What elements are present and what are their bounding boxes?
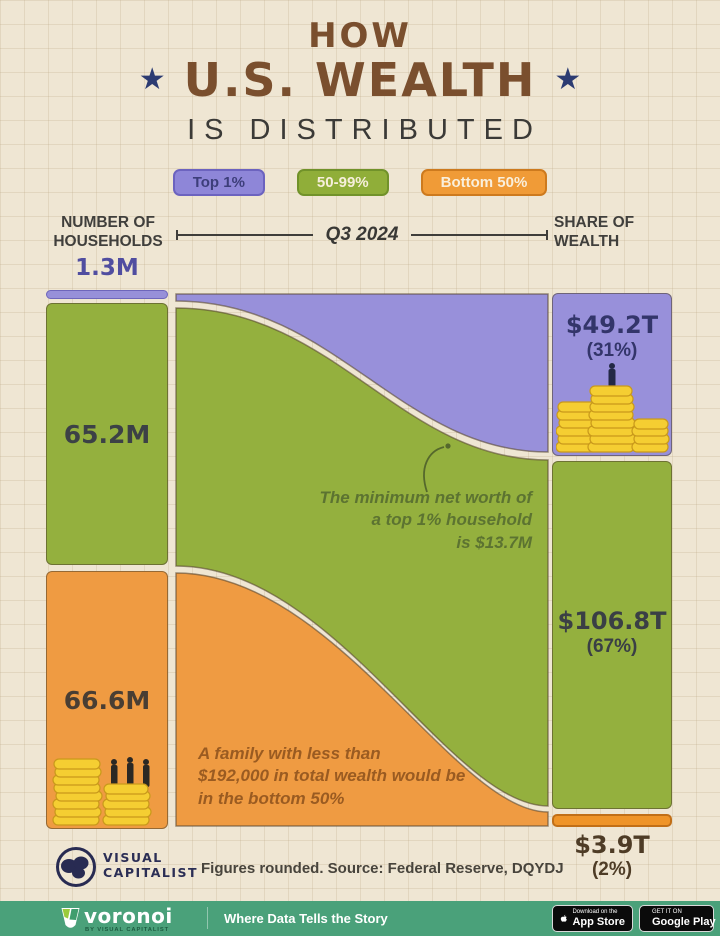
wealth-top1-share: (31%) — [586, 339, 638, 361]
legend-bottom50: Bottom 50% — [420, 169, 548, 196]
people-icon — [111, 757, 150, 787]
wealth-bottom50-value: $3.9T — [574, 831, 650, 859]
node-bottom50-households: 66.6M — [46, 571, 168, 829]
voronoi-wordmark: voronoi — [84, 904, 173, 928]
star-icon: ★ — [554, 63, 582, 97]
wealth-5099-value: $106.8T — [557, 607, 667, 635]
wealth-top1-value: $49.2T — [565, 311, 659, 339]
coin-stack-icon — [556, 363, 670, 453]
left-axis-label: NUMBER OF HOUSEHOLDS — [53, 214, 163, 250]
legend-top1: Top 1% — [172, 169, 265, 196]
visual-capitalist-wordmark: VISUAL CAPITALIST — [103, 850, 199, 880]
coin-stack-icon — [52, 757, 152, 826]
voronoi-logo-icon — [61, 908, 80, 928]
annotation-arrow-dot — [445, 443, 451, 449]
households-bottom50-value: 66.6M — [63, 685, 151, 715]
wealth-5099-share: (67%) — [586, 635, 638, 657]
title-row: ★ U.S. WEALTH ★ — [0, 53, 720, 107]
period-ruler: Q3 2024 — [176, 224, 548, 246]
apple-icon — [560, 914, 567, 922]
households-top1-value: 1.3M — [75, 255, 139, 281]
flow-5099 — [175, 307, 549, 807]
node-top1-wealth: $49.2T (31%) — [552, 293, 672, 456]
voronoi-subtitle: BY VISUAL CAPITALIST — [85, 927, 170, 933]
bottom-bar: voronoi BY VISUAL CAPITALIST Where Data … — [0, 901, 720, 936]
node-5099-wealth: $106.8T (67%) — [552, 461, 672, 809]
right-axis-label: SHARE OF WEALTH — [554, 214, 635, 250]
page-title: U.S. WEALTH — [183, 53, 537, 107]
annotation-bottom50: A family with less than $192,000 in tota… — [198, 744, 466, 808]
wealth-bottom50-share: (2%) — [591, 859, 633, 880]
tagline: Where Data Tells the Story — [224, 911, 388, 926]
title-kicker: HOW — [308, 16, 412, 56]
ruler-tick-left — [176, 230, 178, 240]
ruler-tick-right — [546, 230, 548, 240]
source-note: Figures rounded. Source: Federal Reserve… — [201, 860, 564, 877]
node-5099-households: 65.2M — [46, 303, 168, 565]
annotation-top1: The minimum net worth of a top 1% househ… — [319, 488, 533, 552]
star-icon: ★ — [138, 63, 166, 97]
period-label: Q3 2024 — [325, 224, 399, 245]
person-icon — [608, 363, 616, 389]
node-bottom50-wealth — [552, 814, 672, 827]
google-play-badge[interactable]: GET IT ON Google Play — [639, 905, 716, 932]
flow-top1 — [175, 293, 549, 453]
visual-capitalist-logo-icon — [56, 847, 96, 887]
legend-5099: 50-99% — [296, 169, 389, 196]
annotation-arrow — [423, 446, 445, 493]
legend: Top 1% 50-99% Bottom 50% — [0, 169, 720, 196]
app-store-badge[interactable]: Download on the App Store — [552, 905, 633, 932]
households-5099-value: 65.2M — [63, 419, 151, 449]
divider — [207, 907, 208, 929]
title-sub: IS DISTRIBUTED — [187, 114, 542, 146]
node-top1-households — [46, 290, 168, 299]
